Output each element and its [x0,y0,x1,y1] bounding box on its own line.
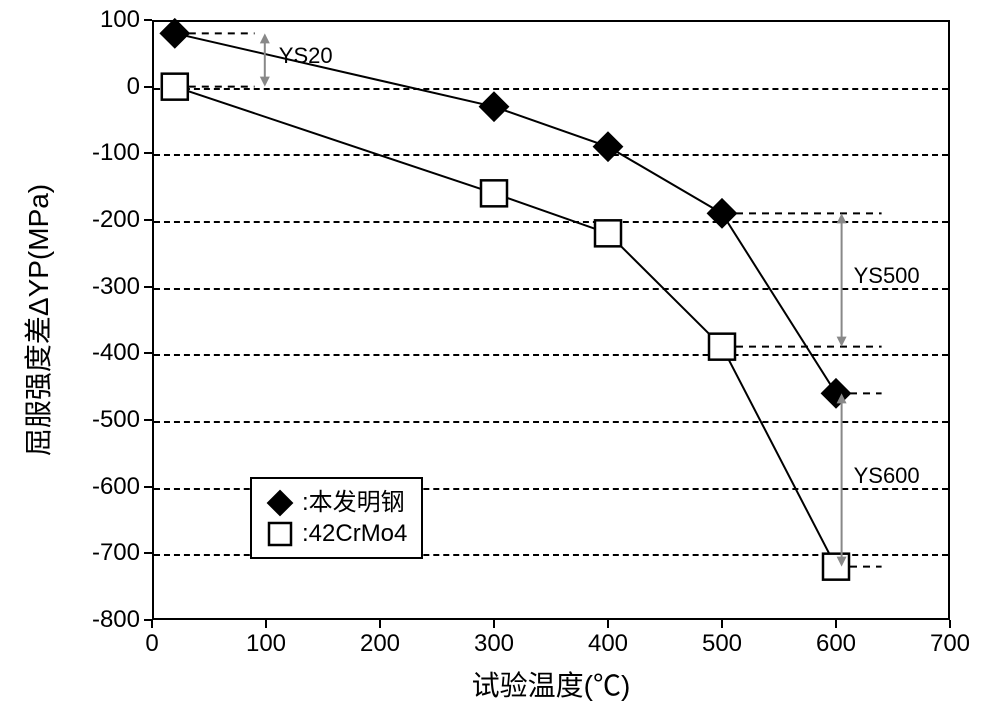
y-tick [144,19,152,21]
x-axis-label: 试验温度(℃) [472,664,631,704]
grid-line [154,154,948,156]
x-tick [493,620,495,628]
y-tick [144,219,152,221]
y-axis-label: 屈服强度差ΔYP(MPa) [17,184,57,456]
x-tick-label: 300 [474,630,514,658]
y-tick-label: 0 [82,73,140,101]
ys-annotation-label: YS600 [854,463,920,489]
x-tick [265,620,267,628]
x-tick-label: 600 [816,630,856,658]
y-tick [144,486,152,488]
y-tick [144,419,152,421]
ys-annotation-label: YS500 [854,263,920,289]
diamond-icon [266,489,294,517]
y-tick-label: 100 [82,6,140,34]
y-tick [144,352,152,354]
grid-line [154,421,948,423]
legend-label: :42CrMo4 [302,518,407,549]
x-tick [721,620,723,628]
y-tick-label: -200 [82,206,140,234]
grid-line [154,88,948,90]
x-tick-label: 700 [930,630,970,658]
y-tick-label: -400 [82,339,140,367]
y-tick-label: -800 [82,606,140,634]
y-tick-label: -600 [82,473,140,501]
x-tick [949,620,951,628]
x-tick [151,620,153,628]
grid-line [154,354,948,356]
x-tick-label: 0 [145,630,158,658]
y-tick-label: -300 [82,273,140,301]
y-tick [144,86,152,88]
y-tick [144,152,152,154]
square-icon [266,520,294,548]
x-tick [835,620,837,628]
grid-line [154,288,948,290]
y-tick [144,286,152,288]
legend: :本发明钢 :42CrMo4 [250,477,423,559]
y-tick-label: -700 [82,539,140,567]
y-tick [144,552,152,554]
x-tick-label: 400 [588,630,628,658]
y-tick-label: -100 [82,139,140,167]
legend-item-series-1: :本发明钢 [266,487,407,518]
y-tick-label: -500 [82,406,140,434]
ys-annotation-label: YS20 [279,43,333,69]
legend-label: :本发明钢 [302,487,405,518]
grid-line [154,221,948,223]
x-tick-label: 100 [246,630,286,658]
chart-container: 屈服强度差ΔYP(MPa) 试验温度(℃) :本发明钢 :42CrMo4 -80… [0,0,1000,711]
x-tick-label: 500 [702,630,742,658]
x-tick-label: 200 [360,630,400,658]
x-tick [379,620,381,628]
legend-item-series-2: :42CrMo4 [266,518,407,549]
x-tick [607,620,609,628]
